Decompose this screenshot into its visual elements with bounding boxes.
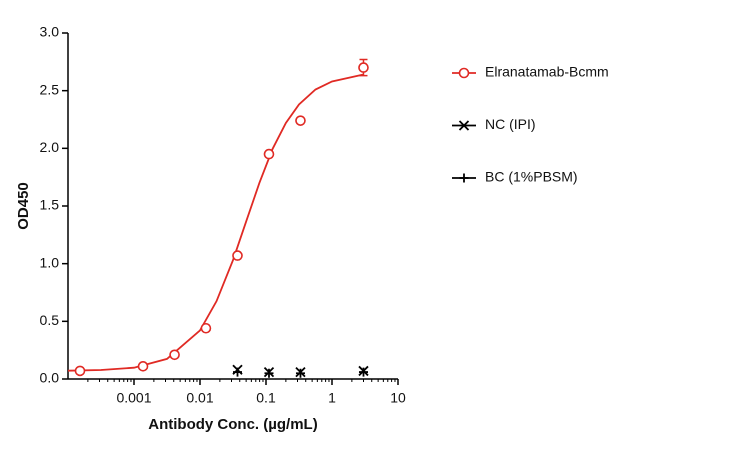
y-tick-label: 1.5 <box>40 197 60 213</box>
x-axis-label: Antibody Conc. (µg/mL) <box>148 416 317 433</box>
x-tick-label: 0.001 <box>116 390 151 406</box>
fit-curve <box>67 73 364 372</box>
data-point <box>200 322 212 334</box>
x-tick-label: 1 <box>328 390 336 406</box>
legend-label: NC (IPI) <box>485 116 536 132</box>
data-point <box>295 115 306 126</box>
y-tick-label: 2.5 <box>40 81 60 97</box>
data-point <box>169 349 180 361</box>
y-axis-label: OD450 <box>15 182 32 230</box>
x-tick-label: 0.01 <box>186 390 213 406</box>
y-tick-label: 1.0 <box>40 254 60 270</box>
data-point <box>264 368 274 378</box>
x-tick-label: 10 <box>390 390 406 406</box>
data-point <box>358 62 369 73</box>
data-point <box>233 367 243 377</box>
data-point <box>263 148 275 160</box>
y-tick-label: 0.0 <box>40 370 60 386</box>
y-tick-label: 0.5 <box>40 312 60 328</box>
legend-marker <box>459 173 469 183</box>
legend-marker <box>458 67 470 79</box>
x-tick-label: 0.1 <box>256 390 276 406</box>
data-point <box>232 250 243 261</box>
data-point <box>295 368 305 378</box>
data-point <box>358 367 368 377</box>
legend-label: BC (1%PBSM) <box>485 169 578 185</box>
legend-label: Elranatamab-Bcmm <box>485 64 609 80</box>
y-tick-label: 3.0 <box>40 24 60 40</box>
data-point <box>137 361 149 372</box>
data-point <box>74 365 86 377</box>
y-tick-label: 2.0 <box>40 139 60 155</box>
legend-marker <box>458 120 470 131</box>
